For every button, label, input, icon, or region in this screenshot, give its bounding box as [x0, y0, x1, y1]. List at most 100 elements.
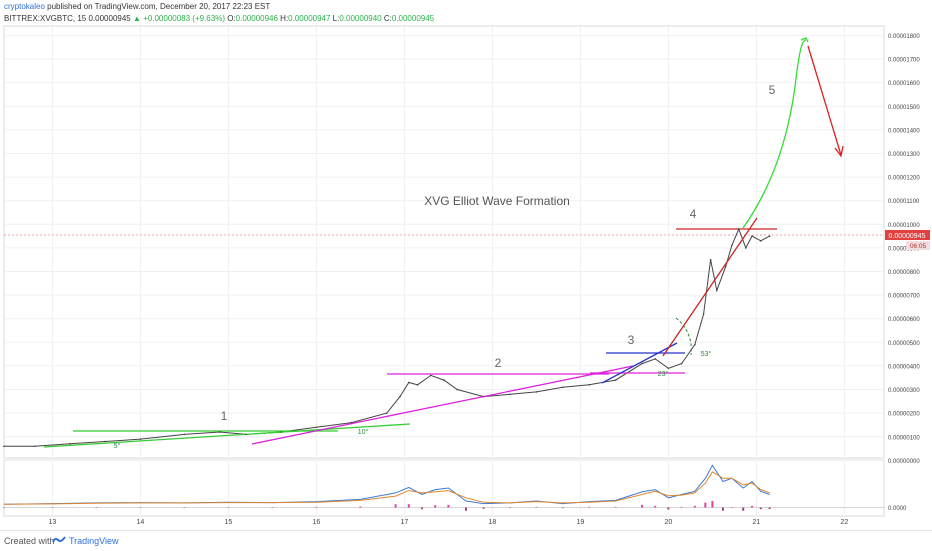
y-tick-label: 0.00000100	[888, 435, 920, 441]
oscillator-histogram-bar	[421, 507, 423, 510]
price-point	[104, 440, 106, 443]
angle3-label: 23°	[658, 370, 669, 378]
x-tick-label: 22	[841, 519, 849, 526]
x-tick-label: 19	[577, 519, 585, 526]
wave1-label: 1	[221, 409, 228, 423]
close-value: 0.00000945	[391, 14, 435, 23]
x-tick-label: 16	[313, 519, 321, 526]
countdown-tag	[906, 241, 930, 250]
y-tick-label: 0.00001600	[888, 81, 920, 87]
oscillator-histogram-bar	[751, 505, 753, 508]
price-point	[183, 433, 186, 436]
low-label: L:	[332, 14, 340, 23]
time-axis[interactable]: 13 14 15 16 17 18 19 20 21 22	[49, 519, 849, 526]
price-point	[430, 374, 432, 377]
price-axis[interactable]: 0.00001800 0.00001700 0.00001600 0.00001500…	[888, 34, 920, 465]
symbol-label: BITTREX:XVGBTC, 15	[4, 14, 87, 23]
price-chart[interactable]: 0.00001800 0.00001700 0.00001600 0.00001500…	[0, 0, 932, 530]
oscillator-histogram-bar	[51, 507, 54, 508]
tradingview-logo-icon	[52, 536, 66, 543]
price-point	[34, 445, 36, 447]
tradingview-link[interactable]: TradingView	[69, 536, 119, 546]
y-tick-label: 0.00001300	[888, 152, 920, 158]
oscillator-histogram-bar	[693, 505, 696, 508]
y-tick-label: 0.00000200	[888, 412, 920, 418]
high-label: H:	[280, 14, 289, 23]
x-tick-label: 21	[753, 519, 761, 526]
oscillator-histogram-bar	[641, 504, 643, 508]
price-point	[245, 433, 247, 436]
price-point	[443, 379, 445, 381]
y-tick-label: 0.00001000	[888, 223, 920, 229]
price-point	[667, 367, 670, 370]
x-tick-label: 13	[49, 519, 57, 526]
price-point	[350, 421, 353, 424]
oscillator-histogram-bar	[359, 506, 362, 508]
open-value: 0.00000946	[235, 14, 278, 23]
oscillator-histogram-bar	[667, 507, 670, 510]
oscillator-histogram-bar	[730, 507, 733, 508]
oscillator-histogram-bar	[465, 507, 467, 511]
open-label: O:	[227, 14, 236, 23]
price-point	[680, 362, 683, 365]
price-point	[456, 388, 459, 391]
wave3-trendline[interactable]	[601, 342, 678, 384]
price-point	[218, 431, 221, 433]
price-point	[509, 393, 511, 396]
wave4-trendline[interactable]	[662, 217, 758, 357]
oscillator: 0.0000	[3, 464, 907, 512]
oscillator-histogram-bar	[711, 501, 714, 508]
y-tick-label: 0.00001500	[888, 105, 920, 111]
oscillator-histogram-bar	[434, 505, 437, 508]
price-point	[562, 386, 564, 388]
publish-text: published on TradingView.com, December 2…	[47, 2, 271, 11]
y-tick-label: 0.00001100	[888, 199, 920, 205]
y-tick-label: 0.00000300	[888, 388, 920, 394]
oscillator-histogram-bar	[482, 507, 485, 509]
price-point	[694, 343, 696, 346]
price-point	[280, 431, 283, 433]
projection-down-arrow-icon	[834, 145, 844, 158]
price-point	[724, 265, 727, 268]
oscillator-histogram-bar	[614, 506, 617, 508]
price-point	[408, 381, 410, 384]
y-tick-label: 0.00000500	[888, 341, 920, 347]
price-point	[399, 395, 401, 398]
wave5-projection[interactable]	[742, 39, 807, 229]
projection-down[interactable]	[807, 45, 842, 156]
y-tick-label: 0.00000700	[888, 294, 920, 300]
price-point	[760, 240, 762, 242]
oscillator-series	[3, 471, 770, 505]
created-with-text: Created with	[4, 536, 55, 546]
author-link[interactable]: cryptokaleo	[4, 2, 45, 11]
price-point	[614, 379, 617, 381]
y-tick-label: 0.00000000	[888, 459, 920, 465]
oscillator-histogram-bar	[704, 502, 707, 508]
oscillator-histogram-bar	[315, 506, 318, 508]
wave2-trendline[interactable]	[251, 365, 634, 445]
x-tick-label: 20	[665, 519, 673, 526]
price-point	[751, 235, 753, 237]
oscillator-histogram-bar	[227, 507, 230, 508]
y-tick-label: 0.00001700	[888, 58, 920, 64]
y-tick-label: 0.00001400	[888, 128, 920, 134]
low-value: 0.00000940	[339, 14, 382, 23]
oscillator-histogram-bar	[742, 507, 745, 511]
main-pane-frame	[3, 25, 885, 459]
oscillator-histogram-bar	[447, 504, 450, 508]
y-tick-label: 0.00000600	[888, 317, 920, 323]
y-tick-label: 0.00000800	[888, 270, 920, 276]
footer: Created with TradingView	[0, 530, 932, 551]
oscillator-histogram-bar	[271, 507, 274, 508]
wave1-trendline[interactable]	[43, 423, 411, 448]
oscillator-histogram-bar	[759, 507, 762, 510]
oscillator-histogram-bar	[407, 504, 410, 508]
oscillator-histogram-bar	[3, 507, 5, 508]
price-point	[745, 247, 747, 249]
angle4-label: 53°	[701, 350, 712, 358]
price-change: +0.00000083 (+9.63%)	[143, 14, 225, 23]
oscillator-histogram-bar	[588, 506, 591, 508]
wave4-label: 4	[690, 207, 697, 221]
symbol-info: BITTREX:XVGBTC, 15 0.00000945 ▲ +0.00000…	[4, 14, 434, 23]
y-tick-label: 0.00001800	[888, 34, 920, 40]
